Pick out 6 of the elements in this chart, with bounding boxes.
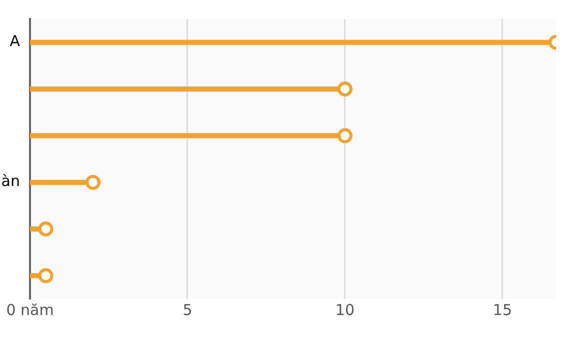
y-tick-label: A	[10, 32, 21, 50]
x-tick-label: 10	[335, 300, 355, 319]
x-tick-label: 0 năm	[6, 300, 54, 319]
y-tick-label: àn	[1, 172, 20, 190]
x-tick-label: 15	[492, 300, 512, 319]
x-tick-label: 5	[182, 300, 192, 319]
